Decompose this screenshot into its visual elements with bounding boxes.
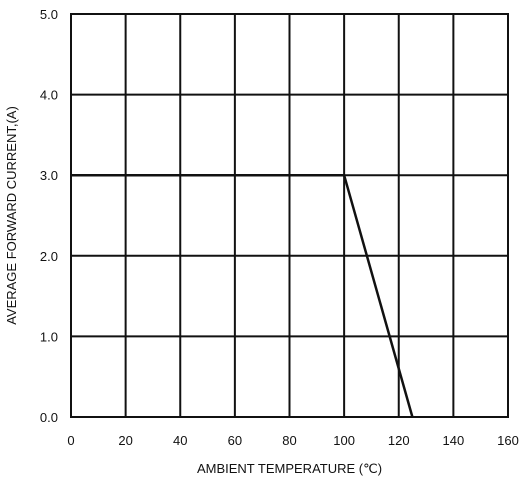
x-tick-label: 20 — [118, 433, 132, 448]
x-tick-label: 160 — [497, 433, 519, 448]
x-axis-title: AMBIENT TEMPERATURE (℃) — [197, 461, 382, 476]
y-axis-title: AVERAGE FORWARD CURRENT,(A) — [4, 106, 19, 325]
y-tick-label: 1.0 — [40, 329, 58, 344]
series-line — [71, 173, 414, 418]
x-tick-label: 80 — [282, 433, 296, 448]
x-tick-labels: 0 20 40 60 80 100 120 140 160 — [67, 433, 518, 448]
plot-frame — [70, 13, 509, 418]
y-tick-label: 5.0 — [40, 7, 58, 22]
y-tick-label: 0.0 — [40, 410, 58, 425]
x-tick-label: 140 — [443, 433, 465, 448]
x-tick-label: 60 — [228, 433, 242, 448]
y-tick-label: 2.0 — [40, 249, 58, 264]
series-layer — [71, 173, 414, 418]
x-tick-label: 40 — [173, 433, 187, 448]
y-tick-label: 4.0 — [40, 88, 58, 103]
x-tick-label: 120 — [388, 433, 410, 448]
x-tick-label: 100 — [333, 433, 355, 448]
y-tick-label: 3.0 — [40, 168, 58, 183]
y-tick-labels: 0.0 1.0 2.0 3.0 4.0 5.0 — [40, 7, 58, 425]
grid — [71, 14, 508, 417]
x-tick-label: 0 — [67, 433, 74, 448]
